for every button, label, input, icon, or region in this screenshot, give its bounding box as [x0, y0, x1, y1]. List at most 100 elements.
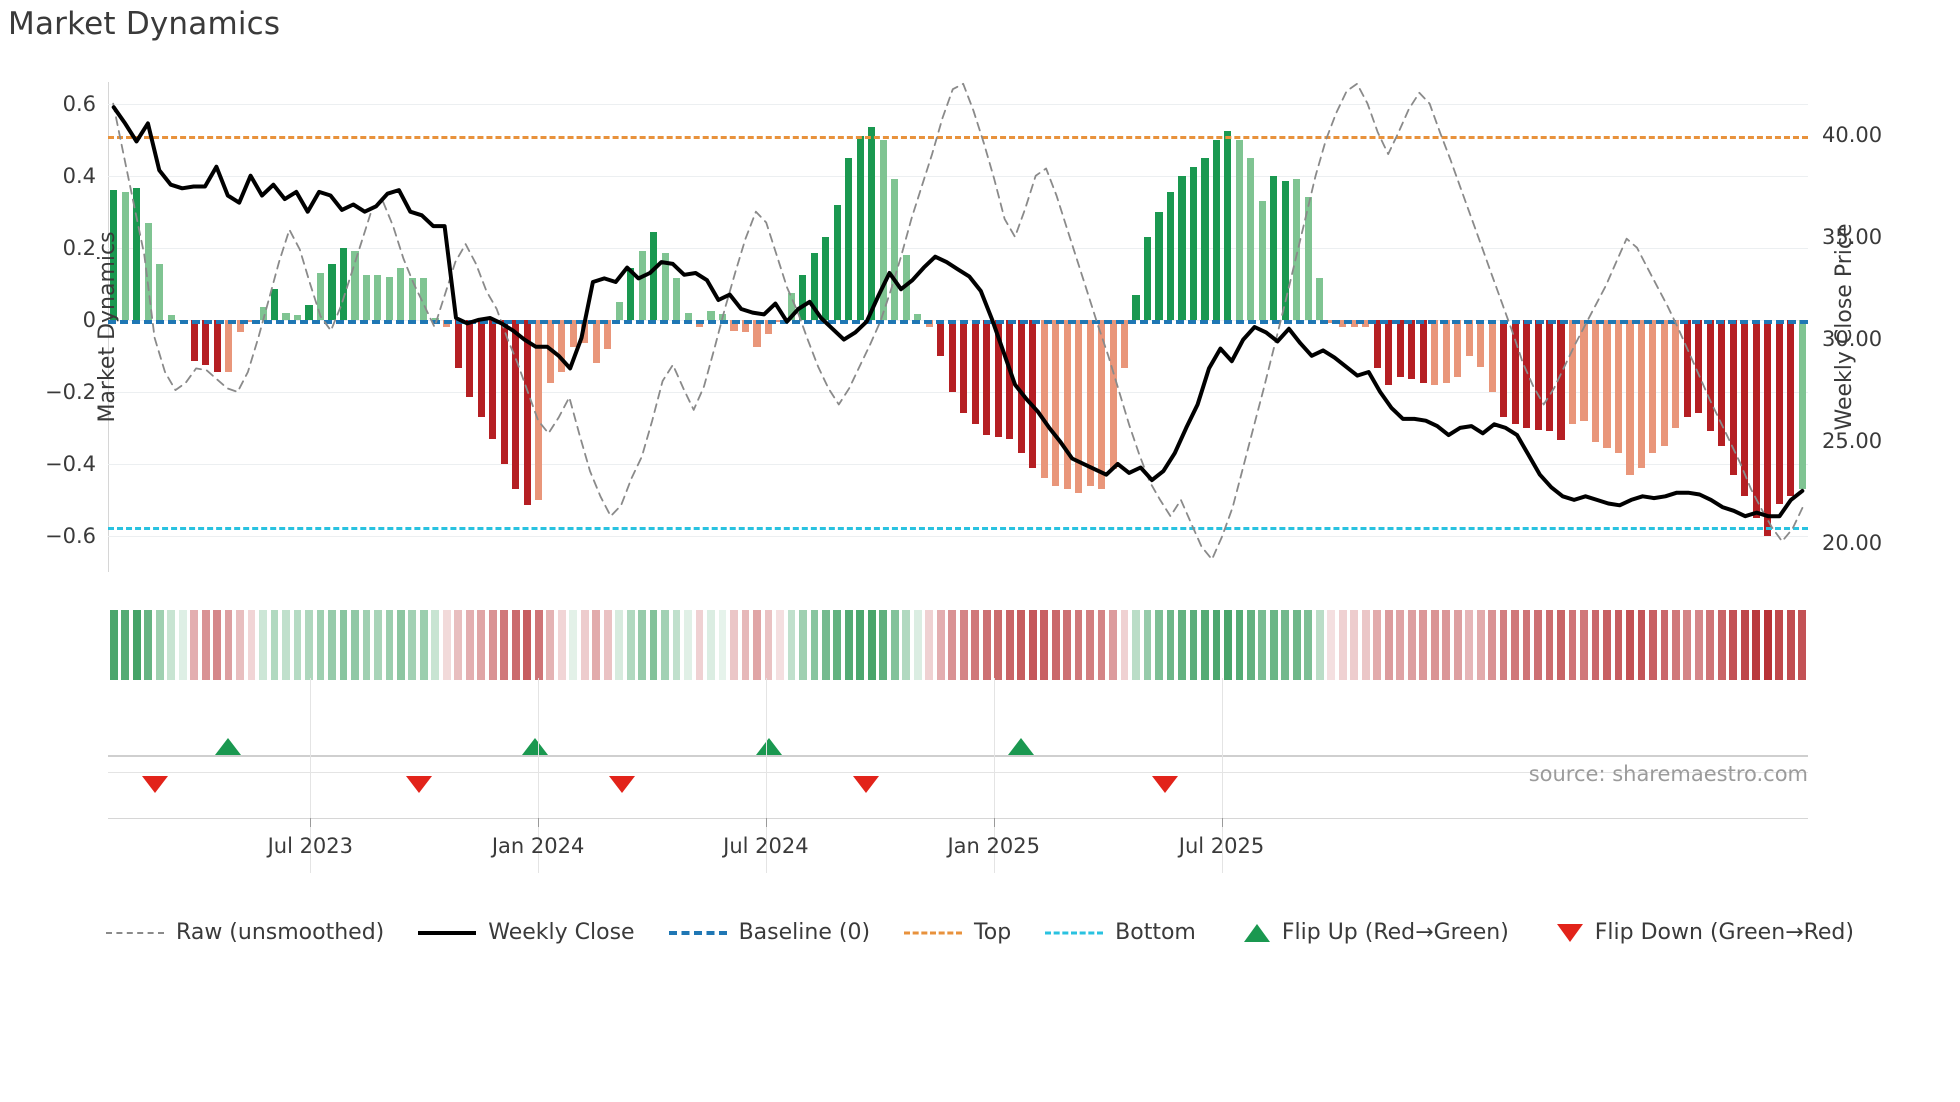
heat-strip-cell — [603, 610, 612, 680]
market-dynamics-bar — [1385, 319, 1393, 385]
heat-strip-cell — [1798, 610, 1807, 680]
market-dynamics-bar — [673, 278, 681, 320]
y-tick-label-right: 40.00 — [1822, 123, 1883, 148]
market-dynamics-bar — [1155, 211, 1163, 320]
flip-panel-gridline — [310, 678, 312, 873]
heat-strip-cell — [615, 610, 624, 680]
gridline — [108, 103, 1808, 105]
market-dynamics-bar — [110, 190, 118, 320]
heat-strip-cell — [1017, 610, 1026, 680]
heat-strip-cell — [1476, 610, 1485, 680]
x-tick-label: Jul 2023 — [267, 834, 354, 858]
market-dynamics-bar — [362, 274, 370, 320]
market-dynamics-bar — [1166, 191, 1175, 320]
market-dynamics-bar — [914, 314, 922, 320]
market-dynamics-bar — [810, 253, 818, 320]
heat-strip-cell — [362, 610, 371, 680]
flip-marker-panel — [108, 678, 1808, 873]
heat-strip-cell — [925, 610, 934, 680]
heat-strip-cell — [1269, 610, 1278, 680]
legend-line-swatch — [1045, 924, 1104, 942]
market-dynamics-bar — [1029, 319, 1037, 468]
market-dynamics-bar — [1431, 319, 1439, 385]
heat-strip-cell — [442, 610, 451, 680]
market-dynamics-bar — [730, 319, 738, 331]
legend-item[interactable]: Raw (unsmoothed) — [106, 920, 384, 945]
heat-strip-cell — [1683, 610, 1692, 680]
market-dynamics-bar — [1488, 319, 1496, 392]
flip-up-marker-icon — [214, 738, 241, 755]
gridline — [108, 247, 1808, 249]
market-dynamics-bar — [535, 319, 543, 500]
heat-strip-cell — [1338, 610, 1347, 680]
market-dynamics-bar — [1729, 319, 1737, 475]
market-dynamics-bar — [707, 310, 715, 320]
market-dynamics-bar — [1683, 319, 1691, 418]
market-dynamics-bar — [1614, 319, 1623, 454]
source-attribution: source: sharemaestro.com — [1528, 762, 1808, 786]
legend-label: Bottom — [1115, 920, 1196, 945]
heat-strip-cell — [1499, 610, 1508, 680]
flip-up-marker-icon — [1007, 738, 1034, 755]
x-axis-tick — [310, 818, 312, 827]
heat-strip-cell — [534, 610, 543, 680]
heat-strip-cell — [1717, 610, 1726, 680]
market-dynamics-bar — [1132, 294, 1140, 320]
flip-panel-gridline — [538, 678, 540, 873]
market-dynamics-bar — [236, 319, 244, 333]
heat-strip-cell — [1763, 610, 1772, 680]
heat-strip-cell — [718, 610, 727, 680]
heat-strip-cell — [948, 610, 957, 680]
heat-strip-cell — [374, 610, 382, 680]
heat-strip-cell — [1132, 610, 1140, 680]
legend-label: Flip Down (Green→Red) — [1594, 920, 1854, 945]
market-dynamics-bar — [627, 267, 635, 320]
heat-strip-cell — [1694, 610, 1703, 680]
y-tick-label-right: 35.00 — [1822, 225, 1883, 250]
heat-strip-cell — [1097, 610, 1106, 680]
legend-item[interactable]: Bottom — [1045, 920, 1196, 945]
heat-strip-cell — [1740, 610, 1749, 680]
heat-strip-cell — [580, 610, 589, 680]
y-tick-label-right: 30.00 — [1822, 327, 1883, 352]
flip-up-marker-icon — [521, 738, 548, 755]
market-dynamics-bar — [1396, 319, 1404, 378]
market-dynamics-bar — [408, 278, 416, 320]
market-dynamics-bar — [1143, 236, 1152, 320]
market-dynamics-bar — [983, 319, 991, 436]
heat-strip-cell — [351, 610, 359, 680]
market-dynamics-bar — [1580, 319, 1588, 421]
flip-baseline — [108, 755, 1808, 757]
market-dynamics-bar — [282, 312, 290, 320]
left-axis-title: Market Dynamics — [95, 231, 121, 423]
market-dynamics-bar — [1787, 319, 1795, 497]
heat-strip-cell — [592, 610, 601, 680]
weekly-close-line — [111, 105, 1805, 519]
heat-strip-cell — [546, 610, 555, 680]
heat-strip-cell — [236, 610, 244, 680]
legend-item[interactable]: Flip Up (Red→Green) — [1230, 920, 1509, 945]
market-dynamics-bar — [1534, 319, 1542, 430]
legend-item[interactable]: Weekly Close — [418, 920, 635, 945]
market-dynamics-bar — [1568, 319, 1577, 425]
heat-strip-cell — [1212, 610, 1221, 680]
market-dynamics-bar — [190, 319, 198, 362]
heat-strip-cell — [684, 610, 692, 680]
heat-strip-cell — [1603, 610, 1611, 680]
heat-strip-cell — [569, 610, 578, 680]
market-dynamics-bar — [1511, 319, 1519, 425]
market-dynamics-bar — [270, 289, 279, 320]
heat-strip-cell — [1155, 610, 1163, 680]
legend-item[interactable]: Baseline (0) — [668, 920, 870, 945]
legend-item[interactable]: Flip Down (Green→Red) — [1543, 920, 1854, 945]
market-dynamics-bar — [1086, 319, 1094, 486]
heat-strip-cell — [982, 610, 991, 680]
x-tick-label: Jan 2024 — [491, 834, 585, 858]
market-dynamics-bar — [1557, 319, 1565, 441]
legend-line-swatch — [418, 924, 477, 942]
market-dynamics-bar — [1270, 175, 1278, 320]
market-dynamics-bar — [431, 317, 439, 320]
legend-item[interactable]: Top — [904, 920, 1011, 945]
heat-strip-cell — [890, 610, 899, 680]
